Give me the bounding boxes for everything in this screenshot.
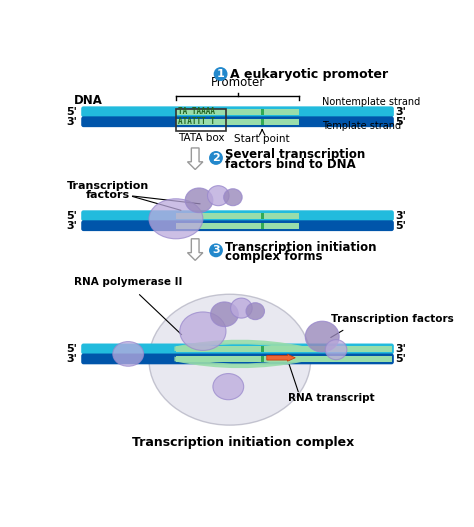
Text: RNA transcript: RNA transcript	[288, 393, 374, 403]
FancyBboxPatch shape	[81, 220, 394, 231]
Text: 5': 5'	[66, 211, 77, 221]
Bar	[176, 119, 299, 125]
Text: 3': 3'	[66, 354, 77, 364]
Text: Several transcription: Several transcription	[225, 149, 365, 161]
Bar	[176, 212, 299, 219]
Text: Transcription initiation complex: Transcription initiation complex	[132, 436, 354, 448]
FancyBboxPatch shape	[81, 354, 394, 364]
Text: 3': 3'	[66, 117, 77, 127]
Text: Transcription initiation: Transcription initiation	[225, 241, 377, 254]
Circle shape	[214, 67, 228, 81]
FancyArrow shape	[188, 239, 203, 260]
Text: A eukaryotic promoter: A eukaryotic promoter	[230, 67, 388, 81]
Text: Start point: Start point	[234, 134, 290, 144]
Text: TA TAAAA: TA TAAAA	[178, 108, 215, 116]
Bar	[176, 109, 299, 115]
Text: 5': 5'	[395, 117, 406, 127]
Bar	[261, 212, 264, 219]
Bar	[261, 222, 264, 229]
FancyBboxPatch shape	[81, 116, 394, 127]
FancyBboxPatch shape	[81, 210, 394, 221]
Ellipse shape	[224, 189, 242, 206]
Bar	[261, 346, 264, 352]
Text: Template strand: Template strand	[322, 121, 401, 131]
Bar	[261, 109, 264, 115]
Circle shape	[209, 151, 223, 165]
Ellipse shape	[208, 186, 229, 206]
Text: 3': 3'	[66, 221, 77, 231]
Text: 2: 2	[212, 153, 220, 163]
FancyBboxPatch shape	[81, 344, 394, 354]
Bar	[176, 356, 392, 362]
Ellipse shape	[325, 340, 347, 360]
Text: RNA polymerase II: RNA polymerase II	[74, 277, 182, 287]
Text: 5': 5'	[255, 353, 264, 362]
Ellipse shape	[213, 374, 244, 400]
Text: 1: 1	[217, 69, 225, 79]
Text: 3': 3'	[395, 107, 406, 117]
Text: TATA box: TATA box	[178, 132, 224, 142]
Ellipse shape	[149, 294, 310, 425]
Text: Nontemplate strand: Nontemplate strand	[322, 97, 420, 107]
Text: Transcription factors: Transcription factors	[331, 314, 454, 324]
PathPatch shape	[174, 357, 305, 368]
Ellipse shape	[305, 321, 339, 352]
Ellipse shape	[113, 341, 144, 366]
Bar	[261, 356, 264, 362]
Text: Promoter: Promoter	[210, 76, 264, 89]
Text: 5': 5'	[66, 107, 77, 117]
Bar	[261, 119, 264, 125]
Ellipse shape	[246, 302, 264, 320]
Text: Transcription: Transcription	[67, 181, 149, 191]
Text: 3': 3'	[296, 353, 305, 362]
FancyBboxPatch shape	[81, 106, 394, 117]
Bar	[176, 346, 392, 352]
Text: DNA: DNA	[74, 94, 103, 106]
Text: 3: 3	[212, 246, 220, 256]
Ellipse shape	[180, 312, 226, 350]
Text: factors: factors	[86, 190, 130, 200]
PathPatch shape	[174, 340, 305, 351]
Text: 5': 5'	[66, 344, 77, 354]
Bar	[176, 109, 226, 131]
Ellipse shape	[231, 298, 252, 318]
FancyArrow shape	[188, 148, 203, 170]
Ellipse shape	[149, 199, 203, 239]
Text: factors bind to DNA: factors bind to DNA	[225, 158, 356, 171]
Ellipse shape	[185, 188, 213, 212]
Bar	[176, 222, 299, 229]
Text: ATATTT T: ATATTT T	[178, 118, 215, 126]
Circle shape	[209, 243, 223, 257]
FancyArrow shape	[267, 354, 295, 361]
Ellipse shape	[210, 302, 238, 327]
Text: 5': 5'	[395, 354, 406, 364]
Text: 3': 3'	[395, 211, 406, 221]
Text: 3': 3'	[395, 344, 406, 354]
Text: complex forms: complex forms	[225, 250, 323, 263]
Text: 5': 5'	[395, 221, 406, 231]
